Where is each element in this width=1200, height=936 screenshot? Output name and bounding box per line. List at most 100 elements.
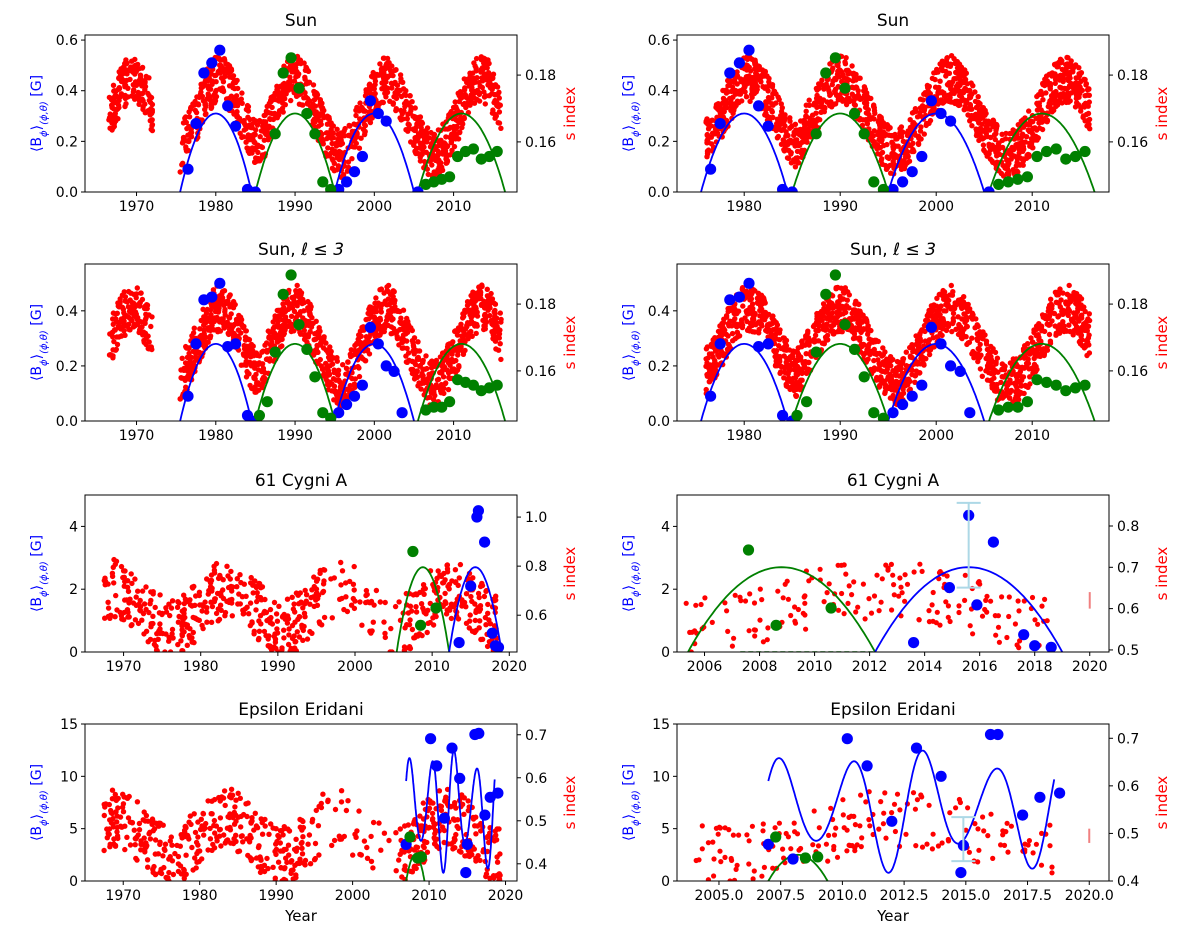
s-index-point xyxy=(252,389,258,395)
s-index-point xyxy=(705,126,712,132)
s-index-point xyxy=(1086,86,1092,92)
s-index-point xyxy=(220,79,227,85)
s-index-point xyxy=(149,123,155,129)
s-index-point xyxy=(489,91,495,97)
s-index-point xyxy=(980,142,987,148)
s-index-point xyxy=(427,360,433,366)
s-index-point xyxy=(1066,74,1073,80)
s-index-point xyxy=(353,134,360,140)
s-index-point xyxy=(453,117,459,123)
s-index-point xyxy=(1040,97,1046,103)
s-index-point xyxy=(937,78,943,84)
s-index-point xyxy=(331,367,337,373)
s-index-point xyxy=(1082,308,1088,315)
blue-field-point xyxy=(705,163,717,175)
s-index-point xyxy=(136,101,142,108)
y-tick-label: 0.4 xyxy=(56,304,78,320)
s-index-point xyxy=(410,342,417,349)
s-index-point xyxy=(787,118,793,124)
s-index-point xyxy=(893,136,899,142)
s-index-point xyxy=(778,101,784,107)
plot-area xyxy=(106,269,507,421)
s-index-point xyxy=(304,95,311,102)
s-index-point xyxy=(481,89,487,95)
x-tick-label: 1990 xyxy=(822,199,858,215)
s-index-point xyxy=(142,330,149,336)
s-index-point xyxy=(994,159,1000,165)
s-index-point xyxy=(442,148,449,154)
s-index-point xyxy=(453,104,459,110)
y2-tick-label: 0.18 xyxy=(1117,68,1148,84)
s-index-point xyxy=(875,145,882,151)
s-index-point xyxy=(149,109,155,115)
s-index-point xyxy=(401,108,407,114)
s-index-point xyxy=(253,155,259,161)
s-index-point xyxy=(782,112,788,118)
s-index-point xyxy=(737,88,744,94)
s-index-point xyxy=(1034,100,1040,107)
s-index-point xyxy=(113,118,119,124)
s-index-point xyxy=(146,75,152,81)
s-index-point xyxy=(793,127,799,133)
s-index-point xyxy=(1074,83,1081,90)
s-index-point xyxy=(1054,102,1061,108)
s-index-point xyxy=(231,96,237,102)
green-field-point xyxy=(993,178,1005,190)
s-index-point xyxy=(877,122,883,128)
s-index-point xyxy=(703,386,709,393)
green-field-point xyxy=(1069,150,1081,163)
x-tick-label: 1980 xyxy=(198,199,234,215)
s-index-point xyxy=(307,310,313,317)
s-index-point xyxy=(203,103,209,110)
s-index-point xyxy=(778,108,785,115)
s-index-point xyxy=(418,124,424,131)
s-index-point xyxy=(916,135,922,142)
s-index-point xyxy=(267,356,273,362)
green-field-point xyxy=(293,319,305,331)
s-index-point xyxy=(428,365,435,371)
s-index-point xyxy=(489,86,495,93)
s-index-point xyxy=(864,121,871,127)
s-index-point xyxy=(254,380,260,386)
s-index-point xyxy=(445,359,452,366)
s-index-point xyxy=(881,142,887,149)
s-index-point xyxy=(183,119,189,126)
s-index-point xyxy=(226,95,232,102)
s-index-point xyxy=(353,112,359,119)
s-index-point xyxy=(975,102,982,108)
s-index-point xyxy=(479,65,486,71)
s-index-point xyxy=(237,130,243,136)
s-index-point xyxy=(249,121,255,128)
s-index-point xyxy=(250,137,256,144)
blue-field-point xyxy=(380,115,392,127)
s-index-point xyxy=(132,309,138,316)
s-index-point xyxy=(824,315,830,322)
s-index-point xyxy=(382,77,388,83)
s-index-point xyxy=(427,394,433,400)
s-index-point xyxy=(272,335,278,341)
y2-tick-label: 0.16 xyxy=(525,364,556,380)
s-index-point xyxy=(342,125,348,132)
s-index-point xyxy=(355,336,361,342)
s-index-point xyxy=(464,100,470,107)
s-index-point xyxy=(468,314,474,321)
s-index-point xyxy=(376,332,382,339)
s-index-point xyxy=(255,149,261,156)
s-index-point xyxy=(849,84,856,91)
green-field-point xyxy=(428,401,440,413)
blue-field-point xyxy=(412,186,424,192)
s-index-point xyxy=(494,323,500,329)
s-index-point xyxy=(443,380,449,386)
s-index-point xyxy=(128,64,134,70)
s-index-point xyxy=(242,337,249,343)
s-index-point xyxy=(245,370,251,376)
s-index-point xyxy=(302,67,309,74)
s-index-point xyxy=(338,133,344,140)
s-index-point xyxy=(948,282,954,289)
s-index-point xyxy=(773,127,779,134)
s-index-point xyxy=(423,353,429,359)
s-index-point xyxy=(257,157,263,163)
s-index-point xyxy=(901,165,908,172)
s-index-point xyxy=(215,329,221,335)
